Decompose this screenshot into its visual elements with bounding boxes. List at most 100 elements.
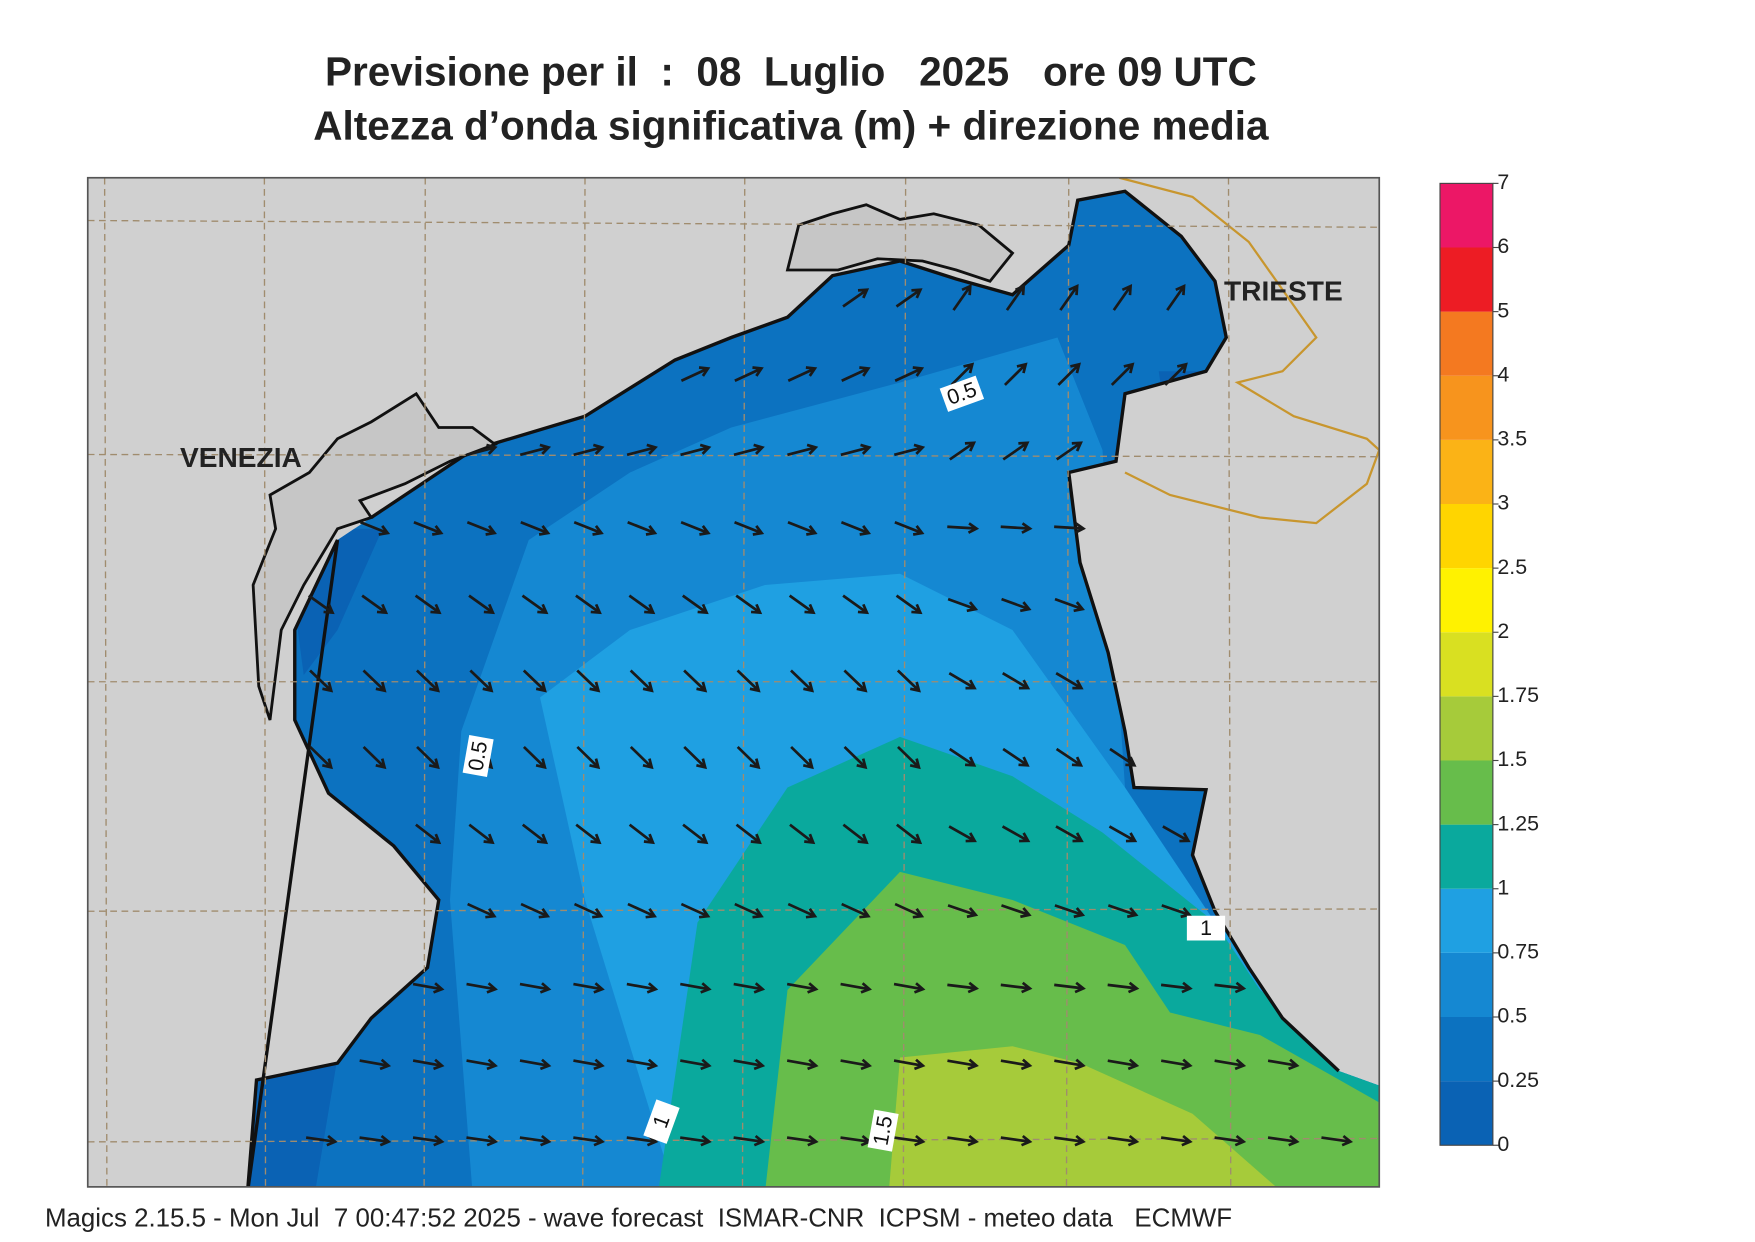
arrow [895,288,923,308]
arrow [683,745,708,770]
arrow [629,745,654,770]
colorbar-band [1440,311,1493,376]
arrow [1054,1058,1086,1071]
arrow [680,982,712,994]
arrow [787,902,818,919]
arrow [1005,283,1026,311]
arrow [949,441,977,461]
arrow [468,823,495,845]
contour-label: 1.5 [867,1109,899,1152]
arrow [786,982,819,994]
colorbar-label: 4 [1497,362,1509,386]
arrow [1054,981,1086,994]
arrow [522,669,547,693]
arrow [1108,825,1138,843]
colorbar-band [1440,375,1493,440]
arrow [895,594,923,615]
arrow [466,1134,499,1147]
arrow [786,1058,819,1071]
place-label: VENEZIA [180,442,302,473]
graticule [87,177,1380,1187]
arrow [1003,362,1028,386]
arrow [843,669,868,693]
wave-zone [247,1057,338,1187]
arrow [952,283,972,311]
arrow [840,443,872,457]
arrow [842,823,869,845]
arrow [788,594,816,615]
arrow [467,902,497,919]
arrow [361,594,389,615]
coastline [246,189,1340,1187]
arrow [841,902,871,919]
contour-label: 1 [643,1099,680,1144]
arrow [412,982,445,994]
arrow [787,443,819,457]
colorbar-label: 3.5 [1497,427,1527,451]
arrow [680,443,712,457]
colorbar-label: 1.75 [1497,683,1539,707]
arrow [359,1134,392,1147]
arrow [843,745,868,770]
arrow [307,594,335,615]
arrow [520,520,551,536]
arrow [1055,747,1084,767]
arrow [1267,1134,1300,1147]
footer: Magics 2.15.5 - Mon Jul 7 00:47:52 2025 … [45,1204,1232,1232]
arrow [1160,1134,1193,1147]
colorbar-label: 7 [1497,170,1509,194]
arrow [681,594,709,615]
colorbar-band [1440,183,1493,248]
arrow [412,1134,445,1147]
arrow [1107,1058,1140,1071]
colorbar: 0 0.25 0.5 0.75 1 1.25 1.5 1.75 2 2.5 3 3.5 4 5 6 7 [1439,170,1539,1156]
colorbar-label: 0.5 [1497,1004,1527,1028]
wave-zone [888,1046,1283,1187]
arrow [1160,1058,1193,1071]
colorbar-label: 6 [1497,234,1509,258]
arrow [309,669,334,693]
arrow [842,288,870,308]
arrow [893,982,926,994]
arrow [416,745,440,770]
label-box [1186,915,1226,941]
arrow [1057,362,1081,386]
colorbar-label: 1 [1497,875,1509,899]
arrow [628,594,656,615]
colorbar-label: 0.25 [1497,1068,1539,1092]
arrow [1214,1134,1247,1147]
colorbar-band [1440,952,1493,1017]
arrow [1055,672,1084,690]
arrow [1109,747,1137,767]
arrow [576,669,601,693]
contour-label: 0.5 [939,375,985,412]
arrow [842,594,870,615]
arrow [362,745,387,770]
label-box [643,1099,680,1144]
colorbar-band [1440,824,1493,889]
arrow [786,1134,819,1147]
arrow [947,597,979,613]
arrow [1001,597,1032,613]
arrow [948,672,977,690]
colorbar-band [1440,504,1493,569]
arrow [1107,1134,1140,1147]
arrow [733,443,765,457]
arrow [893,443,926,457]
arrow [629,669,654,693]
label-box [867,1109,899,1152]
contour-labels: 0.5 0.5 1 1 1.5 [462,375,1226,1152]
place-label: TRIESTE [1224,275,1343,306]
arrow [1001,904,1032,919]
arrow [573,520,604,536]
arrow [519,443,552,457]
arrow [841,366,871,382]
arrow [1000,522,1033,534]
arrow [573,902,604,919]
arrow [575,594,602,615]
arrow [1055,441,1083,461]
colorbar-label: 2.5 [1497,555,1527,579]
arrow [734,520,765,536]
arrow [575,823,602,845]
arrow [840,520,872,536]
